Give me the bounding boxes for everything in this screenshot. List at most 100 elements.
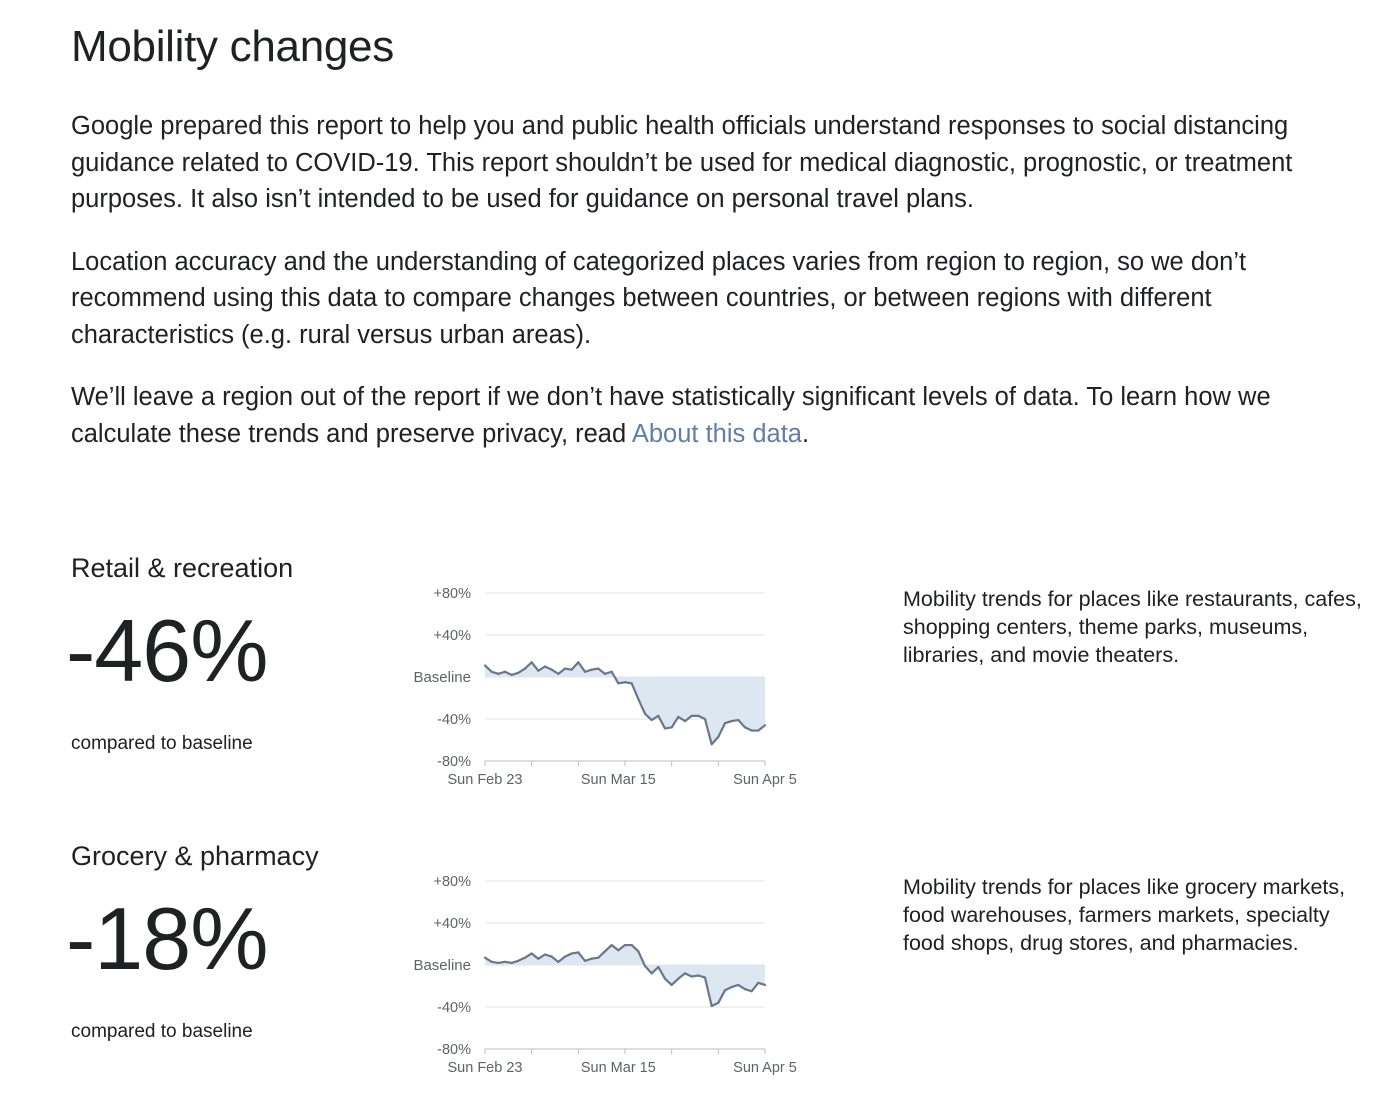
data-point <box>737 718 740 722</box>
data-point <box>543 953 547 956</box>
data-point <box>643 712 647 715</box>
data-point <box>710 743 713 746</box>
baseline-fill-area <box>485 662 765 745</box>
data-point <box>650 972 653 975</box>
data-point <box>610 670 613 673</box>
data-point <box>717 735 720 738</box>
section-grocery-pharmacy: Grocery & pharmacy -18% compared to base… <box>0 841 1400 1111</box>
data-point <box>610 943 613 947</box>
data-point <box>617 949 620 952</box>
data-point <box>517 671 520 674</box>
data-point <box>677 977 680 980</box>
data-point <box>710 1004 713 1008</box>
intro-paragraph-3: We’ll leave a region out of the report i… <box>71 379 1361 452</box>
intro-paragraph-1: Google prepared this report to help you … <box>71 112 1293 213</box>
data-point <box>643 964 647 968</box>
x-tick-label: Sun Feb 23 <box>448 1060 523 1076</box>
data-point <box>690 714 693 717</box>
data-point <box>597 667 600 670</box>
data-point <box>623 681 627 684</box>
data-point <box>670 983 673 987</box>
data-point <box>510 673 513 676</box>
data-point <box>750 729 753 732</box>
data-point <box>677 715 680 718</box>
data-point <box>503 960 507 963</box>
intro-text: Google prepared this report to help you … <box>71 108 1361 478</box>
data-point <box>537 957 540 960</box>
data-point <box>757 729 760 732</box>
data-point <box>557 672 560 675</box>
change-value: -46% <box>66 601 268 700</box>
data-point <box>563 955 567 958</box>
data-point <box>683 972 687 975</box>
data-point <box>670 726 673 729</box>
data-point <box>523 956 527 959</box>
data-point <box>690 975 693 978</box>
data-point <box>730 985 733 989</box>
data-point <box>483 956 487 959</box>
data-point <box>543 665 547 668</box>
retail-recreation-chart: +80% +40% Baseline -40% -80% Sun Feb 23 Sun Ma… <box>413 586 797 788</box>
section-description: Mobility trends for places like grocery … <box>903 875 1346 955</box>
y-tick-label: -40% <box>437 712 471 728</box>
y-tick-label: +80% <box>434 874 472 890</box>
data-point <box>663 977 667 980</box>
data-point <box>550 668 553 671</box>
data-point <box>523 667 527 670</box>
data-point <box>530 952 533 955</box>
data-point <box>517 959 520 962</box>
data-point <box>597 956 600 959</box>
data-point <box>717 1001 720 1004</box>
data-point <box>577 951 580 954</box>
data-point <box>657 714 660 717</box>
data-point <box>657 966 660 969</box>
x-tick-label: Sun Feb 23 <box>448 772 523 788</box>
data-point <box>577 661 580 664</box>
data-point <box>683 720 687 723</box>
x-tick-label: Sun Apr 5 <box>733 1060 797 1076</box>
data-point <box>703 976 707 979</box>
y-tick-label: -40% <box>437 1000 471 1016</box>
section-description: Mobility trends for places like restaura… <box>903 587 1362 667</box>
data-point <box>530 661 533 664</box>
data-point <box>570 952 573 955</box>
data-point <box>590 957 593 960</box>
data-point <box>490 670 493 673</box>
data-point <box>537 669 540 672</box>
y-tick-label: +40% <box>434 628 472 644</box>
data-point <box>617 682 620 685</box>
intro-paragraph-2: Location accuracy and the understanding … <box>71 247 1247 349</box>
data-point <box>750 990 753 993</box>
about-this-data-link[interactable]: About this data <box>631 419 802 448</box>
data-point <box>630 682 633 685</box>
data-point <box>723 989 727 992</box>
page-title: Mobility changes <box>71 22 394 71</box>
data-point <box>583 670 587 673</box>
data-point <box>650 718 653 722</box>
data-point <box>763 724 767 727</box>
data-point <box>723 722 727 725</box>
baseline-fill-area <box>485 945 765 1006</box>
x-tick-label: Sun Mar 15 <box>581 1060 656 1076</box>
data-point <box>603 950 607 953</box>
data-point <box>550 955 553 958</box>
data-point <box>743 988 747 991</box>
data-point <box>570 668 573 671</box>
data-point <box>663 727 667 730</box>
data-point <box>603 672 607 675</box>
data-point <box>637 950 640 953</box>
compare-label: compared to baseline <box>71 1021 253 1042</box>
section-title: Grocery & pharmacy <box>71 841 319 871</box>
y-tick-label: Baseline <box>413 669 471 686</box>
section-retail-recreation: Retail & recreation -46% compared to bas… <box>0 553 1400 823</box>
section-title: Retail & recreation <box>71 553 294 583</box>
grocery-pharmacy-chart: +80% +40% Baseline -40% -80% Sun Feb 23 Sun Ma… <box>413 874 797 1076</box>
y-tick-label: Baseline <box>413 957 471 974</box>
data-point <box>637 697 640 701</box>
data-point <box>737 983 740 987</box>
data-point <box>563 667 567 670</box>
data-point <box>623 943 627 947</box>
y-tick-label: +80% <box>434 586 472 602</box>
x-tick-label: Sun Apr 5 <box>733 772 797 788</box>
x-tick-label: Sun Mar 15 <box>581 772 656 788</box>
